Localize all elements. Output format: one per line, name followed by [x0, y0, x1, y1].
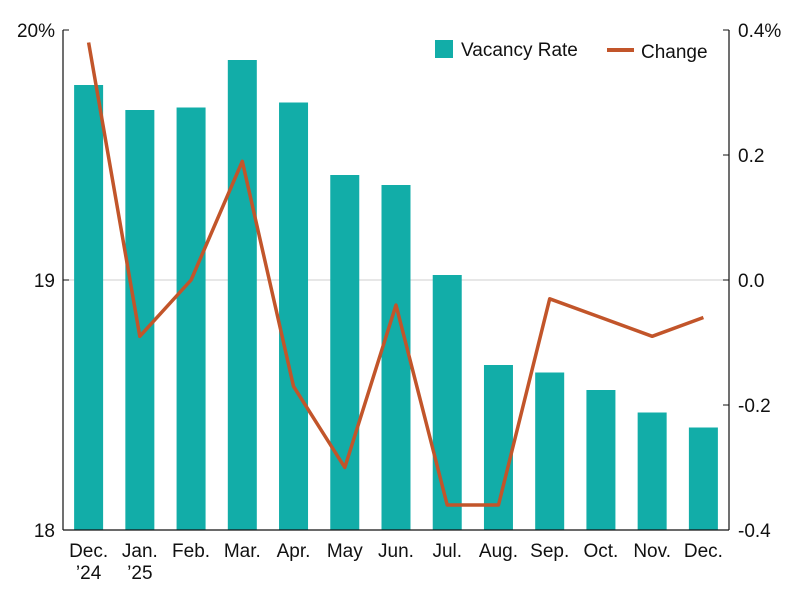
bar-vacancy-rate: [637, 412, 667, 530]
x-tick-label: Feb.: [172, 541, 210, 562]
y-right-tick-label: 0.0: [738, 271, 764, 292]
x-tick-label: Jul.: [432, 541, 462, 562]
x-tick-label: Sep.: [530, 541, 569, 562]
y-right-tick-label: 0.2: [738, 146, 764, 167]
x-tick-label: Jun.: [378, 541, 414, 562]
bar-vacancy-rate: [74, 85, 104, 530]
bar-vacancy-rate: [125, 110, 155, 530]
x-tick-label: Mar.: [224, 541, 261, 562]
bar-vacancy-rate: [586, 390, 616, 530]
bar-vacancy-rate: [330, 175, 360, 530]
x-tick-label: May: [327, 541, 363, 562]
legend-label-change: Change: [641, 42, 708, 63]
y-right-tick-label: 0.4%: [738, 21, 781, 42]
y-left-tick-label: 20%: [17, 21, 55, 42]
y-left-tick-label: 18: [34, 521, 55, 542]
bar-vacancy-rate: [279, 102, 309, 530]
y-left-tick-label: 19: [34, 271, 55, 292]
y-right-tick-label: -0.2: [738, 396, 771, 417]
x-tick-label: Jan.: [122, 541, 158, 562]
legend-swatch-vacancy-rate: [435, 40, 453, 58]
x-tick-label: ’25: [127, 563, 152, 584]
x-tick-label: Oct.: [584, 541, 619, 562]
x-tick-label: Nov.: [633, 541, 671, 562]
bar-vacancy-rate: [176, 107, 206, 530]
bar-vacancy-rate: [432, 275, 462, 530]
bar-vacancy-rate: [227, 60, 257, 530]
y-right-tick-label: -0.4: [738, 521, 771, 542]
bar-vacancy-rate: [688, 427, 718, 530]
bar-vacancy-rate: [381, 185, 411, 530]
x-tick-label: Dec.: [684, 541, 723, 562]
x-tick-label: ’24: [76, 563, 102, 584]
x-tick-label: Aug.: [479, 541, 518, 562]
legend-label-vacancy-rate: Vacancy Rate: [461, 40, 578, 61]
x-tick-label: Dec.: [69, 541, 108, 562]
x-tick-label: Apr.: [277, 541, 311, 562]
bar-vacancy-rate: [535, 372, 565, 530]
